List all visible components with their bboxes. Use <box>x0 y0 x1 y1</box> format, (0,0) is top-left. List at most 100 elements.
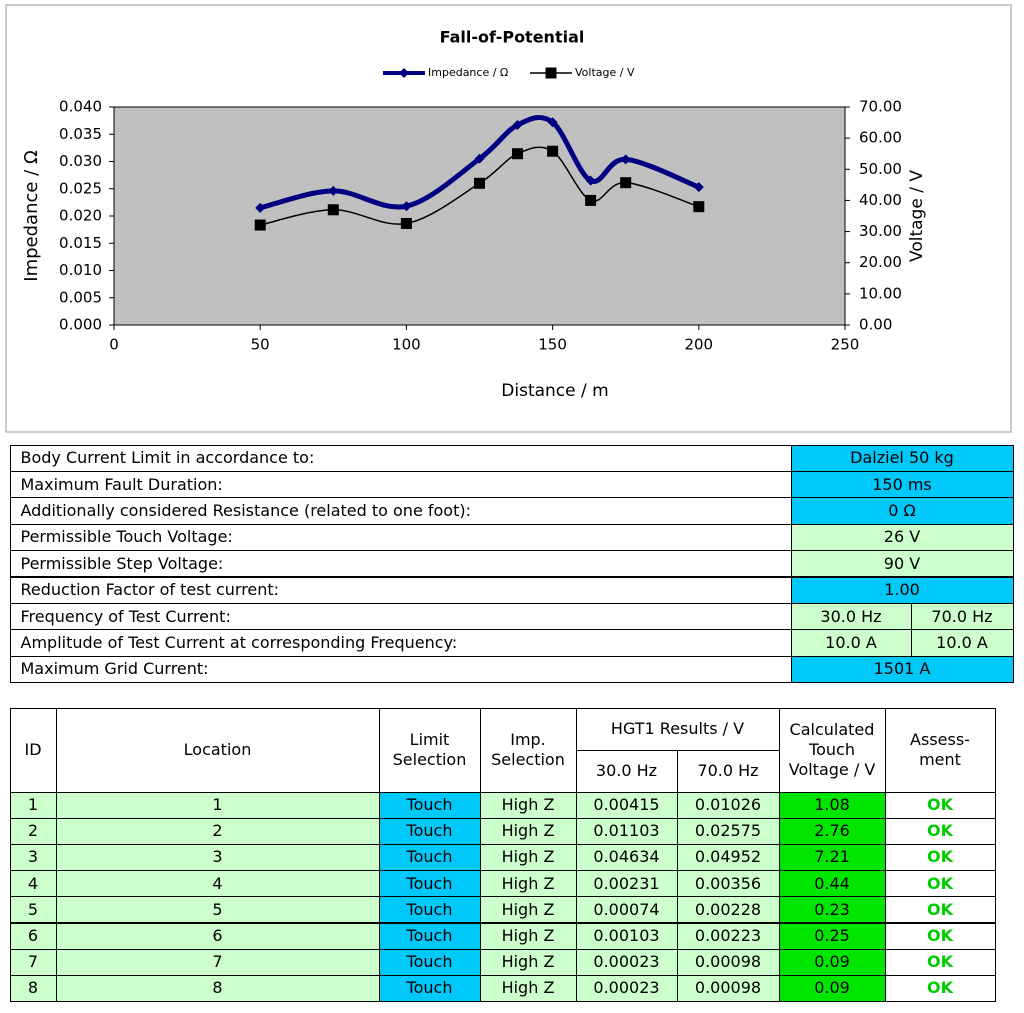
result-cell: Touch <box>378 896 481 924</box>
param-label: Frequency of Test Current: <box>9 602 792 631</box>
y-tick-label: 0.005 <box>59 288 102 306</box>
result-cell: 0.04952 <box>676 843 780 872</box>
result-cell: 7 <box>9 948 57 976</box>
result-cell: 0.23 <box>778 896 886 924</box>
result-cell: 0.00074 <box>575 896 678 924</box>
param-label: Permissible Touch Voltage: <box>9 523 792 552</box>
result-cell: Touch <box>378 843 481 872</box>
result-cell: 0.04634 <box>575 843 678 872</box>
param-value: 30.0 Hz <box>790 602 912 631</box>
y-tick-label: 0.040 <box>59 98 102 116</box>
data-point <box>693 182 704 193</box>
result-cell: High Z <box>479 922 577 950</box>
header-cell: Assess-ment <box>884 707 996 793</box>
result-cell: 2 <box>9 817 57 845</box>
data-point <box>328 185 339 196</box>
x-axis-title: Distance / m <box>501 381 608 401</box>
param-value: 1.00 <box>790 576 1014 604</box>
param-label: Permissible Step Voltage: <box>9 550 792 578</box>
result-cell: 2.76 <box>778 817 886 845</box>
data-point <box>400 217 412 229</box>
header-cell: 30.0 Hz <box>575 749 678 793</box>
result-cell: 8 <box>55 974 380 1003</box>
result-cell: 1 <box>55 791 380 819</box>
result-cell: Touch <box>378 870 481 898</box>
result-cell: OK <box>884 791 996 819</box>
y2-tick-label: 50.00 <box>859 160 902 178</box>
result-cell: Touch <box>378 791 481 819</box>
result-cell: 0.25 <box>778 922 886 950</box>
y-tick-label: 0.010 <box>59 261 102 279</box>
header-cell: HGT1 Results / V <box>575 707 780 751</box>
result-cell: 4 <box>9 870 57 898</box>
result-cell: Touch <box>378 974 481 1003</box>
header-cell: Location <box>55 707 380 793</box>
y2-tick-label: 60.00 <box>859 129 902 147</box>
result-cell: Touch <box>378 817 481 845</box>
x-tick-label: 200 <box>684 336 713 354</box>
result-cell: 2 <box>55 817 380 845</box>
result-cell: OK <box>884 896 996 924</box>
param-value: 70.0 Hz <box>910 602 1014 631</box>
data-point <box>547 145 559 157</box>
header-cell: 70.0 Hz <box>676 749 780 793</box>
legend-label: Voltage / V <box>575 66 635 79</box>
header-cell: Calculated Touch Voltage / V <box>778 707 886 793</box>
result-cell: 0.00023 <box>575 948 678 976</box>
result-cell: 0.00023 <box>575 974 678 1003</box>
data-point <box>693 201 705 213</box>
result-cell: 6 <box>9 922 57 950</box>
result-cell: High Z <box>479 948 577 976</box>
result-cell: High Z <box>479 974 577 1003</box>
result-cell: 0.02575 <box>676 817 780 845</box>
data-point <box>255 202 266 213</box>
param-label: Amplitude of Test Current at correspondi… <box>9 629 792 657</box>
y-tick-label: 0.000 <box>59 316 102 334</box>
y2-tick-label: 20.00 <box>859 253 902 271</box>
chart-title: Fall-of-Potential <box>440 28 585 47</box>
y2-tick-label: 0.00 <box>859 316 892 334</box>
x-tick-label: 100 <box>392 336 421 354</box>
data-point <box>512 119 523 130</box>
result-cell: 0.09 <box>778 974 886 1003</box>
result-cell: 0.00231 <box>575 870 678 898</box>
param-label: Maximum Grid Current: <box>9 655 792 684</box>
data-point <box>474 177 485 189</box>
y2-axis-title: Voltage / V <box>907 170 927 262</box>
data-point <box>585 194 597 206</box>
result-cell: 0.01026 <box>676 791 780 819</box>
result-cell: 0.00356 <box>676 870 780 898</box>
param-value: 150 ms <box>790 470 1014 499</box>
result-cell: Touch <box>378 922 481 950</box>
param-value: 1501 A <box>790 655 1014 684</box>
x-tick-label: 150 <box>538 336 567 354</box>
result-cell: OK <box>884 948 996 976</box>
result-cell: 8 <box>9 974 57 1003</box>
data-point <box>254 219 266 231</box>
result-cell: 0.00098 <box>676 974 780 1003</box>
result-cell: OK <box>884 974 996 1003</box>
chart: Fall-of-Potential Distance / m Impedance… <box>5 4 1012 433</box>
param-value: 10.0 A <box>790 629 912 657</box>
result-cell: 1.08 <box>778 791 886 819</box>
data-point <box>327 204 339 216</box>
result-cell: OK <box>884 843 996 872</box>
y-tick-label: 0.020 <box>59 207 102 225</box>
x-tick-label: 250 <box>831 336 860 354</box>
result-cell: OK <box>884 817 996 845</box>
x-tick-label: 50 <box>251 336 270 354</box>
param-value: 0 Ω <box>790 497 1014 525</box>
data-point <box>585 175 596 186</box>
data-point <box>547 117 558 128</box>
param-value: Dalziel 50 kg <box>790 444 1014 472</box>
result-cell: 6 <box>55 922 380 950</box>
result-cell: 0.01103 <box>575 817 678 845</box>
result-cell: High Z <box>479 896 577 924</box>
param-label: Maximum Fault Duration: <box>9 470 792 499</box>
legend-label: Impedance / Ω <box>428 66 508 79</box>
y-tick-label: 0.035 <box>59 125 102 143</box>
result-cell: 4 <box>55 870 380 898</box>
data-point <box>620 177 632 189</box>
param-label: Additionally considered Resistance (rela… <box>9 497 792 525</box>
